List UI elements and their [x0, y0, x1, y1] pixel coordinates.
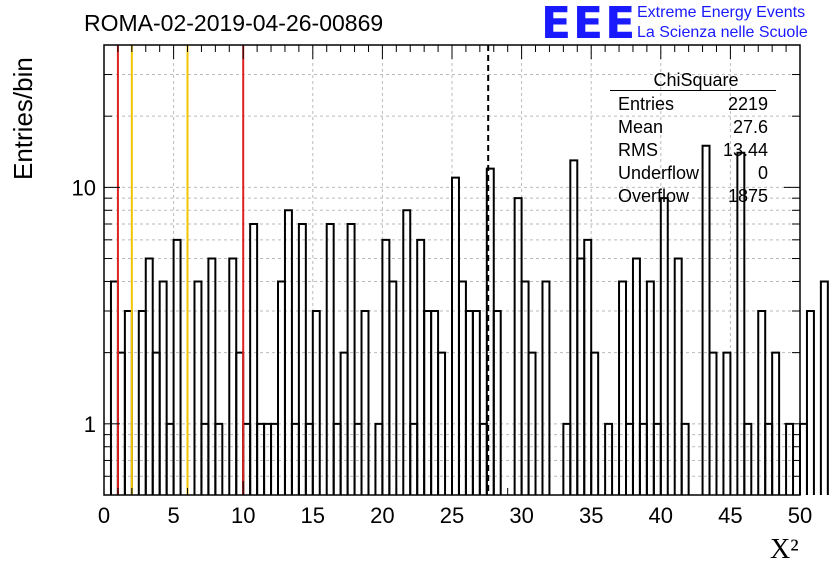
histogram-bin	[388, 280, 398, 495]
histogram-bin	[520, 280, 530, 495]
histogram-bin	[583, 238, 593, 495]
stats-value: 2219	[727, 94, 768, 114]
histogram-bin	[618, 280, 627, 495]
histogram-bin	[109, 280, 119, 495]
x-tick-label: 30	[509, 503, 533, 528]
x-tick-label: 10	[231, 503, 255, 528]
histogram-bin	[631, 257, 641, 495]
histogram-bin	[311, 310, 321, 495]
eee-logo: EEE Extreme Energy Events La Scienza nel…	[541, 2, 836, 46]
histogram-bin	[722, 351, 732, 495]
x-tick-label: 20	[370, 503, 394, 528]
x-tick-label: 25	[440, 503, 464, 528]
histogram-bin	[673, 257, 683, 495]
histogram-bin	[402, 209, 412, 495]
logo-line-2: La Scienza nelle Scuole	[637, 24, 808, 41]
stats-value: 27.6	[732, 117, 768, 137]
stats-row-underflow: Underflow 0	[610, 162, 776, 185]
histogram-bin	[437, 351, 447, 495]
histogram-bin	[757, 310, 767, 495]
histogram-bin	[471, 310, 481, 495]
histogram-bin	[144, 257, 154, 495]
histogram-bin	[604, 422, 614, 495]
marker-lines	[116, 45, 490, 495]
x-tick-label: 40	[649, 503, 673, 528]
histogram-bin	[346, 222, 356, 495]
stats-key: Mean	[618, 117, 664, 137]
histogram-bin	[457, 280, 467, 495]
stats-title: ChiSquare	[653, 70, 739, 90]
histogram-bin	[527, 351, 537, 495]
stats-row-rms: RMS 13.44	[610, 139, 776, 162]
histogram-bin	[297, 222, 307, 495]
histogram-bin	[464, 310, 474, 495]
histogram-bin	[325, 222, 335, 495]
histogram-bin	[158, 280, 168, 495]
histogram-bin	[708, 351, 718, 495]
histogram-bin	[590, 351, 600, 495]
stats-key: RMS	[618, 140, 658, 160]
histogram-bin	[799, 422, 808, 495]
histogram-bars	[109, 144, 829, 495]
histogram-bin	[249, 222, 259, 495]
stats-key: Overflow	[618, 186, 690, 206]
stats-divider	[610, 90, 776, 91]
histogram-bin	[659, 197, 669, 495]
histogram-bin	[736, 151, 746, 495]
stats-value: 0	[757, 163, 768, 183]
y-tick-label: 1	[84, 412, 96, 437]
histogram-bin	[423, 310, 433, 495]
histogram-bin	[743, 422, 753, 495]
histogram-bin	[172, 238, 182, 495]
histogram-bin	[430, 310, 440, 495]
y-axis-label: Entries/bin	[8, 57, 38, 180]
histogram-bin	[645, 280, 655, 495]
histogram-bin	[576, 257, 586, 495]
stats-row-mean: Mean 27.6	[610, 116, 776, 139]
histogram-bin	[137, 310, 147, 495]
x-axis-label: X²	[770, 534, 799, 565]
histogram-bin	[207, 257, 217, 495]
y-tick-label: 10	[72, 175, 96, 200]
axes: 0 5 10 15 20 25 30 35 40 45 50 1 10	[72, 44, 812, 528]
histogram-bin	[360, 310, 370, 495]
x-tick-label: 0	[98, 503, 110, 528]
stats-value: 13.44	[722, 140, 768, 160]
run-title: ROMA-02-2019-04-26-00869	[84, 10, 384, 36]
histogram-bin	[381, 238, 391, 495]
histogram-bin	[771, 351, 781, 495]
histogram-bin	[451, 176, 460, 495]
stats-key: Entries	[618, 94, 675, 114]
histogram-bin	[283, 209, 293, 495]
histogram-bin	[123, 310, 133, 495]
histogram-bin	[228, 257, 238, 495]
logo-mark: EEE	[541, 0, 638, 49]
histogram-bin	[819, 280, 829, 495]
stats-box: ChiSquare Entries 2219 Mean 27.6 RMS 13.…	[610, 70, 776, 208]
histogram-bin	[416, 238, 426, 495]
x-tick-label: 5	[167, 503, 179, 528]
stats-row-overflow: Overflow 1875	[610, 185, 776, 208]
histogram-bin	[541, 280, 551, 495]
histogram-bin	[805, 310, 815, 495]
histogram-bin	[193, 280, 203, 495]
histogram-bin	[680, 422, 690, 495]
histogram-bin	[492, 310, 502, 495]
histogram-bin	[214, 422, 224, 495]
stats-key: Underflow	[618, 163, 700, 183]
stats-value: 1875	[727, 186, 768, 206]
x-tick-label: 50	[788, 503, 812, 528]
histogram-bin	[701, 144, 711, 495]
histogram-bin	[277, 280, 286, 495]
histogram-bin	[513, 197, 523, 495]
x-tick-label: 35	[579, 503, 603, 528]
x-tick-label: 45	[718, 503, 742, 528]
x-tick-label: 15	[301, 503, 325, 528]
stats-row-entries: Entries 2219	[610, 93, 776, 116]
logo-line-1: Extreme Energy Events	[637, 4, 806, 21]
